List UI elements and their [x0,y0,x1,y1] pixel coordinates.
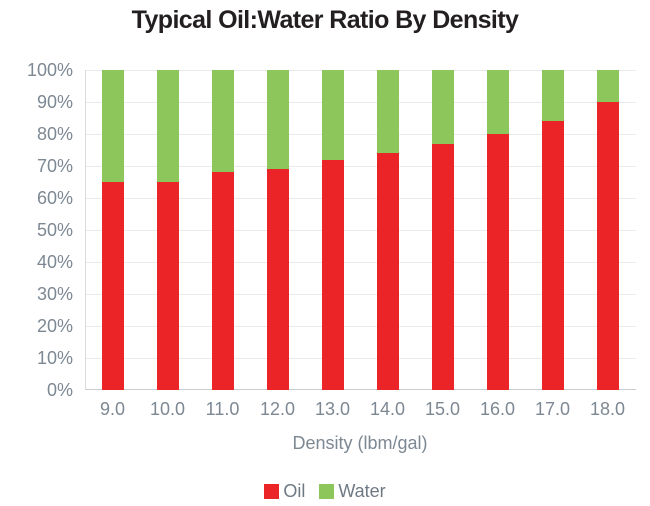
bar-group-14.0 [361,70,416,390]
bar-group-17.0 [526,70,581,390]
legend-item-oil: Oil [264,481,305,502]
x-tick-label: 18.0 [589,399,626,419]
water-bar-segment [212,70,234,173]
x-axis-line [86,389,636,390]
oil-bar-segment [212,172,234,390]
x-tick-label: 12.0 [259,399,296,419]
bar-group-12.0 [251,70,306,390]
plot-area [85,69,636,390]
y-tick-label: 10% [36,348,73,368]
y-tick-label: 100% [26,60,73,80]
oil-bar-segment [377,153,399,390]
x-tick-label: 13.0 [314,399,351,419]
x-tick-label: 11.0 [205,399,240,419]
y-tick-label: 70% [36,156,73,176]
gridline [86,101,636,103]
x-tick-label: 17.0 [534,399,571,419]
oil-bar-segment [267,169,289,390]
y-tick-label: 60% [36,188,73,208]
y-tick-label: 80% [36,124,73,144]
oil-bar-segment [157,182,179,390]
oil-bar-segment [432,143,454,390]
oil-bar-segment [597,102,619,390]
gridline [86,69,636,71]
water-bar-segment [432,70,454,144]
oil-bar-segment [322,159,344,390]
x-tick-label: 10.0 [149,399,186,419]
water-bar-segment [267,70,289,170]
y-tick-label: 90% [36,92,73,112]
water-bar-segment [542,70,564,122]
legend: Oil Water [0,481,650,502]
water-bar-segment [157,70,179,182]
gridline [86,165,636,167]
x-axis-title: Density (lbm/gal) [292,433,428,453]
gridline [86,293,636,295]
gridline [86,261,636,263]
y-tick-label: 0% [46,380,73,400]
bar-group-16.0 [471,70,526,390]
gridline [86,229,636,231]
y-tick-label: 20% [36,316,73,336]
water-swatch-icon [319,484,335,499]
water-bar-segment [597,70,619,102]
legend-item-water: Water [319,481,386,502]
oil-bar-segment [542,121,564,390]
x-tick-label: 16.0 [479,399,516,419]
water-bar-segment [102,70,124,182]
x-tick-label: 9.0 [99,399,126,419]
gridline [86,325,636,327]
chart-title: Typical Oil:Water Ratio By Density [131,6,519,34]
oil-bar-segment [487,134,509,390]
water-bar-segment [487,70,509,134]
bar-group-11.0 [196,70,251,390]
water-bar-segment [322,70,344,160]
bar-group-15.0 [416,70,471,390]
gridline [86,197,636,199]
legend-label: Water [338,481,386,501]
bar-group-13.0 [306,70,361,390]
y-axis-labels: 0% 10% 20% 30% 40% 50% 60% 70% 80% 90% 100% [0,61,73,399]
x-tick-label: 14.0 [369,399,406,419]
bar-group-9.0 [86,70,141,390]
water-bar-segment [377,70,399,154]
gridline [86,357,636,359]
y-tick-label: 40% [36,252,73,272]
y-tick-label: 50% [36,220,73,240]
gridline [86,133,636,135]
x-axis-labels: 9.0 10.0 11.0 12.0 13.0 14.0 15.0 16.0 17.0 18.0 [85,399,635,421]
oil-swatch-icon [264,484,280,499]
bar-group-18.0 [581,70,636,390]
y-tick-label: 30% [36,284,73,304]
oil-bar-segment [102,182,124,390]
legend-label: Oil [283,481,306,501]
bar-group-10.0 [141,70,196,390]
x-tick-label: 15.0 [424,399,461,419]
